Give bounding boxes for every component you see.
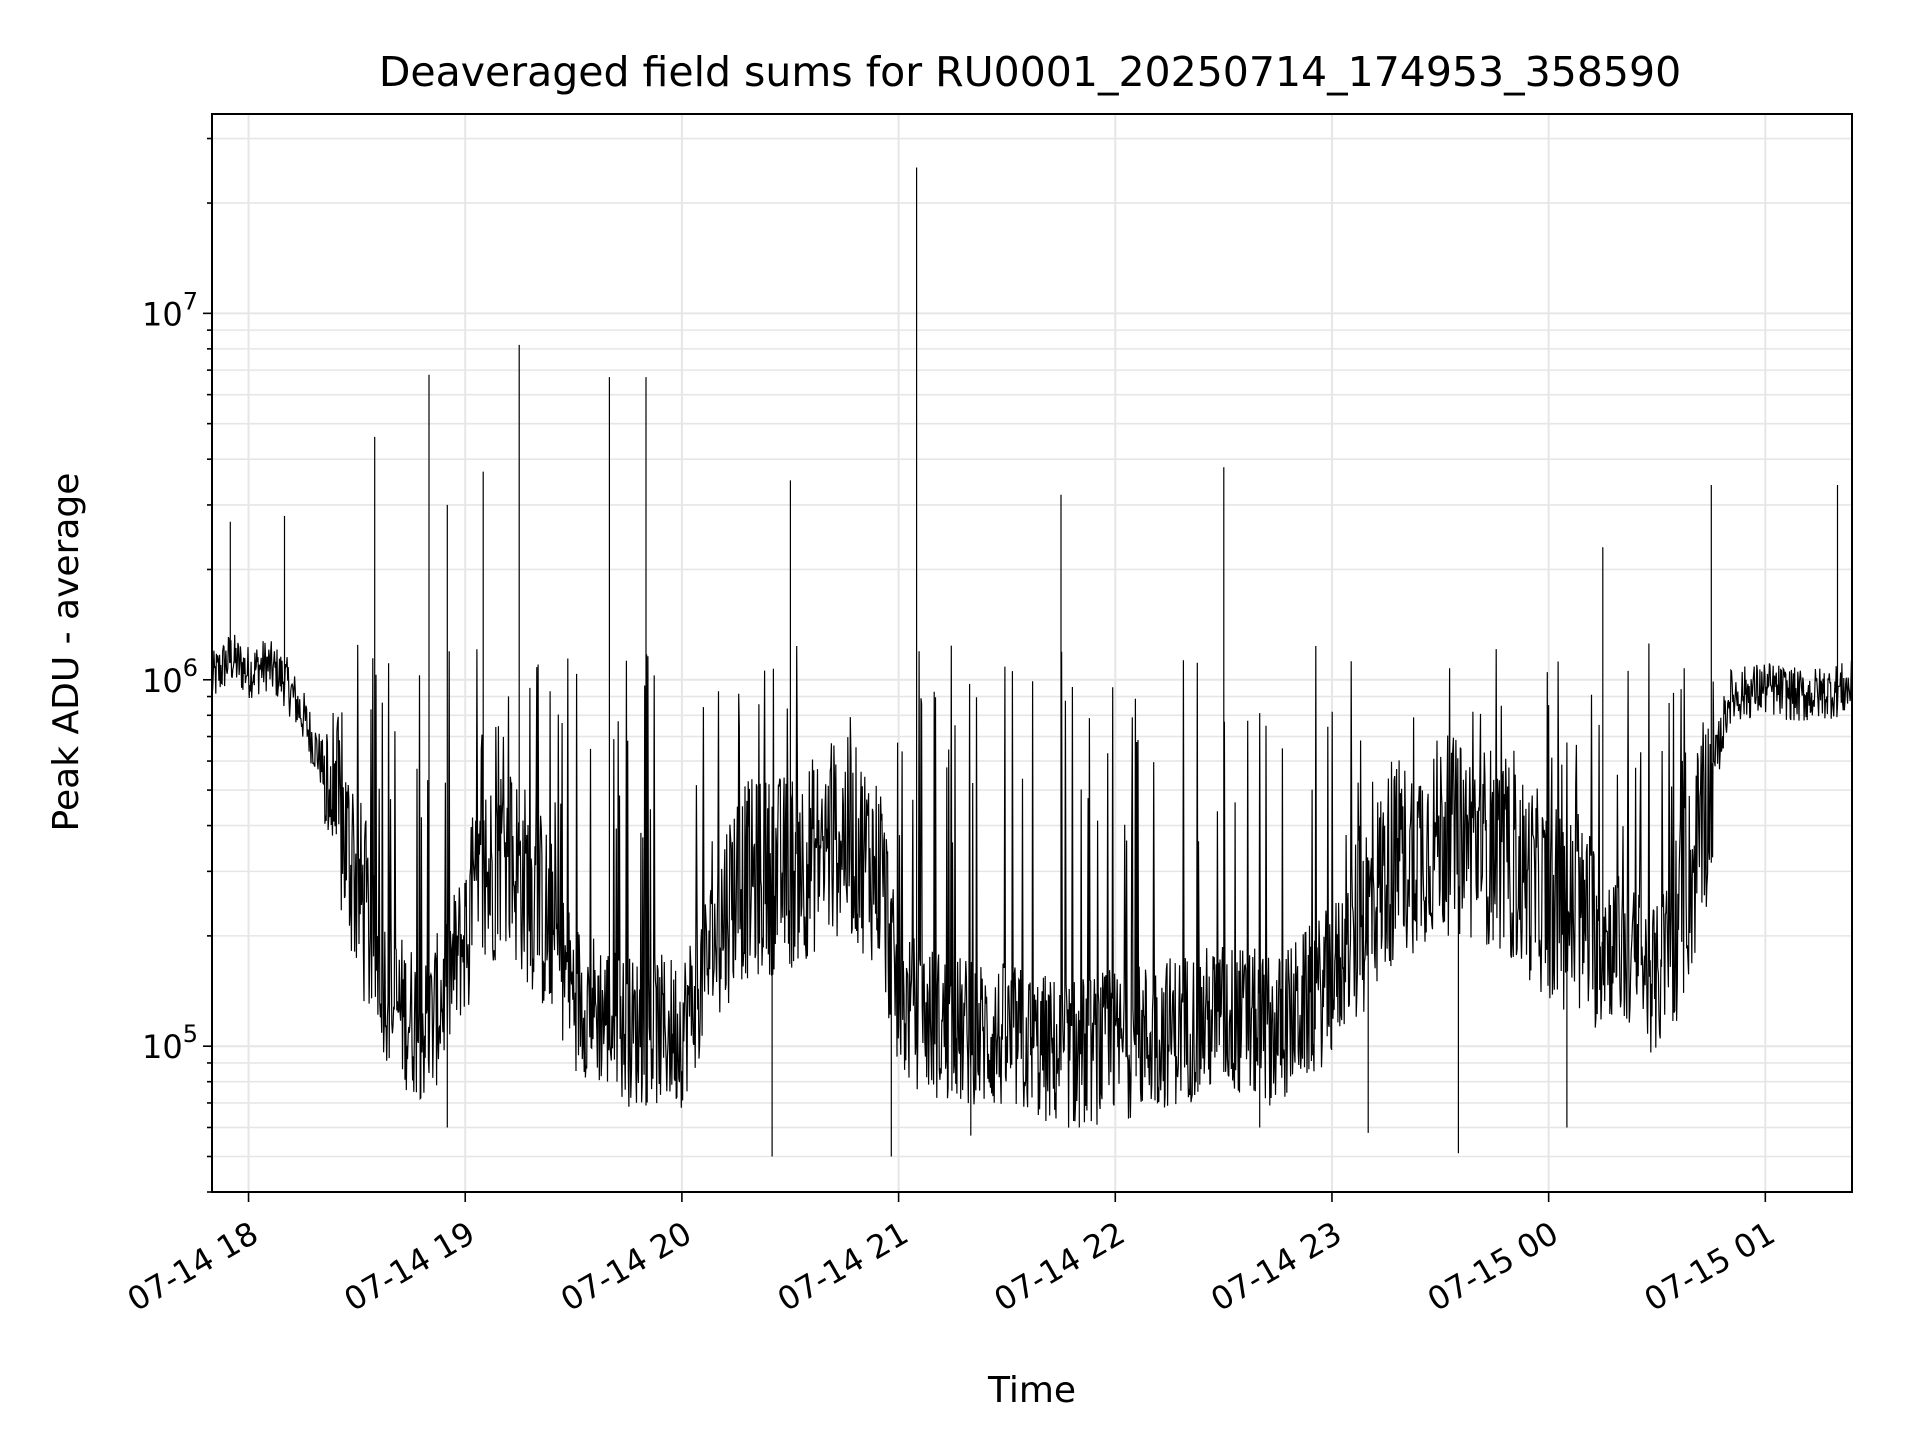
chart-title: Deaveraged field sums for RU0001_2025071…: [379, 48, 1681, 96]
y-tick-label: 105: [142, 1020, 198, 1066]
y-axis-label: Peak ADU - average: [46, 473, 87, 832]
y-tick-label: 106: [142, 654, 198, 700]
series-line: [211, 167, 1853, 1157]
y-tick-exponent: 7: [183, 287, 198, 315]
y-tick-exponent: 5: [183, 1020, 198, 1048]
y-tick-exponent: 6: [183, 654, 198, 682]
y-tick-label: 107: [142, 287, 198, 333]
x-axis-label: Time: [987, 1370, 1076, 1411]
y-tick-base: 10: [142, 295, 183, 333]
series-layer: [211, 167, 1853, 1157]
plot-frame: [211, 113, 1853, 1193]
y-tick-base: 10: [142, 662, 183, 700]
y-tick-base: 10: [142, 1028, 183, 1066]
